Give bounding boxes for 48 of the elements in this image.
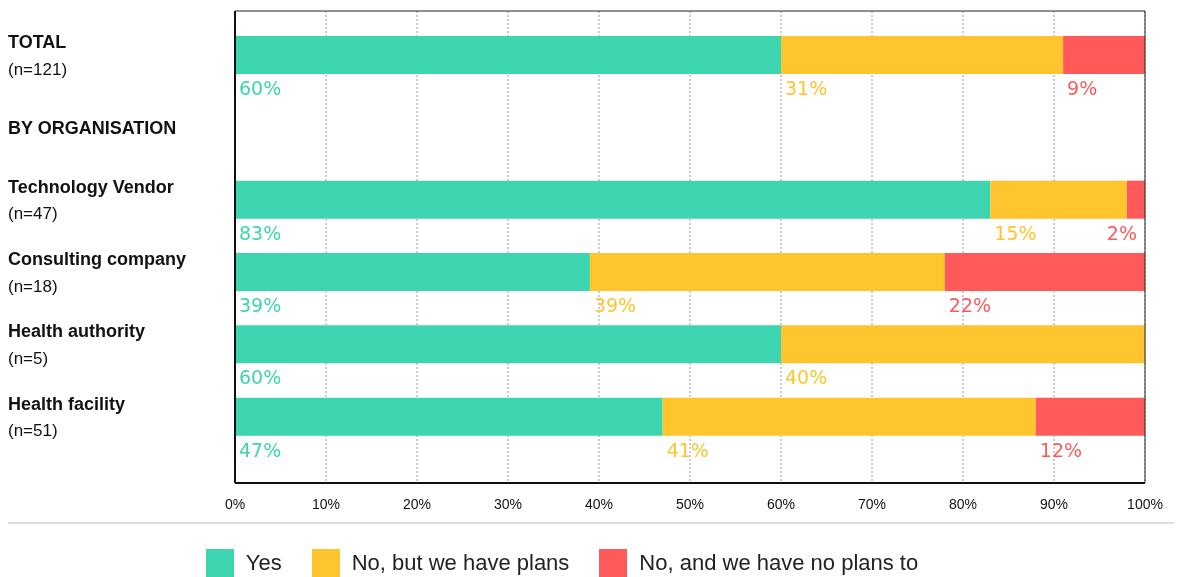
data-label: 60%: [239, 366, 282, 389]
bar: [1063, 36, 1145, 74]
data-label: 2%: [1106, 221, 1137, 244]
legend-label: No, and we have no plans to: [639, 549, 919, 577]
y-tick-label: Consulting company (n=18): [8, 248, 187, 296]
x-tick-label: 10%: [311, 495, 341, 512]
legend-label: No, but we have plans: [351, 549, 570, 577]
data-label: 60%: [239, 77, 282, 99]
y-tick-label: Technology Vendor (n=47): [8, 176, 174, 224]
x-tick-label: 20%: [402, 495, 432, 512]
bar: [944, 253, 1145, 291]
x-tick-label: 0%: [224, 495, 246, 512]
y-tick-label: TOTAL (n=121): [8, 31, 68, 79]
x-tick-label: 70%: [857, 495, 887, 512]
bar: [235, 397, 663, 436]
x-tick-label: 30%: [493, 495, 523, 512]
x-tick-label: 60%: [766, 495, 796, 512]
bar: [662, 397, 1036, 436]
bar: [235, 325, 781, 364]
bar: [589, 253, 945, 291]
data-label: 41%: [666, 438, 709, 461]
legend-label: Yes: [245, 549, 282, 577]
y-tick-label: BY ORGANISATION: [8, 117, 177, 138]
data-label: 22%: [948, 294, 992, 316]
data-label: 12%: [1039, 438, 1083, 461]
y-tick-label: Health authority (n=5): [8, 321, 146, 368]
data-label: 39%: [593, 294, 637, 316]
bar: [1126, 180, 1145, 219]
bar: [235, 253, 590, 291]
x-tick-label: 100%: [1127, 495, 1163, 512]
y-tick-label: Health facility (n=51): [8, 393, 126, 441]
data-label: 31%: [785, 77, 828, 99]
x-tick-label: 50%: [675, 495, 705, 512]
bar: [781, 325, 1145, 364]
x-tick-label: 90%: [1039, 495, 1069, 512]
data-label: 39%: [239, 294, 282, 316]
data-label: 47%: [239, 438, 282, 461]
bar: [235, 36, 781, 74]
bar: [781, 36, 1064, 74]
bar: [990, 180, 1127, 219]
data-label: 40%: [785, 366, 828, 389]
data-label: 9%: [1067, 77, 1098, 99]
data-label: 15%: [994, 221, 1037, 244]
bar: [235, 180, 991, 219]
bar: [1035, 397, 1145, 436]
x-tick-label: 40%: [584, 495, 614, 512]
data-label: 83%: [239, 221, 282, 244]
x-tick-label: 80%: [948, 495, 978, 512]
